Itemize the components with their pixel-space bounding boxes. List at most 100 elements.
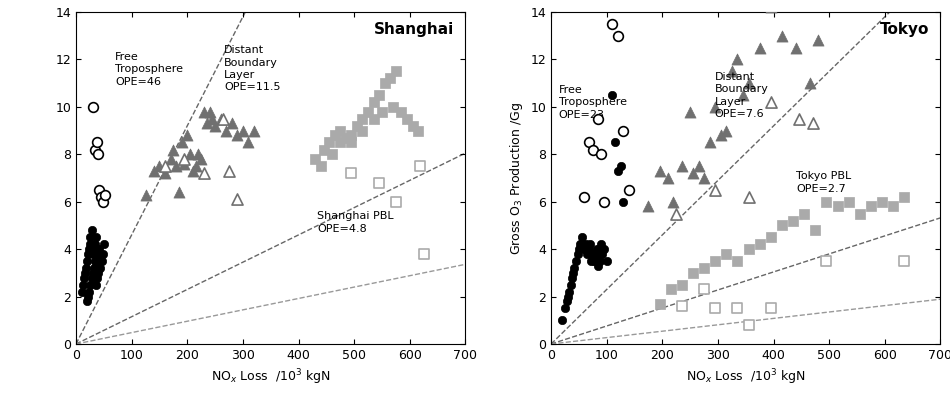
- Point: [613, 163, 628, 169]
- Point: [713, 132, 729, 138]
- Point: [410, 127, 426, 134]
- Point: [763, 4, 778, 10]
- Point: [674, 282, 690, 288]
- Point: [682, 108, 697, 115]
- Point: [383, 75, 398, 82]
- Point: [696, 286, 712, 293]
- Point: [174, 139, 189, 146]
- Point: [580, 251, 595, 257]
- Point: [696, 175, 712, 181]
- Point: [567, 265, 582, 271]
- Point: [416, 251, 431, 257]
- Point: [89, 274, 104, 281]
- Point: [321, 139, 336, 146]
- Point: [897, 258, 912, 264]
- Point: [594, 151, 609, 158]
- Point: [79, 265, 94, 271]
- Point: [86, 104, 101, 110]
- Point: [752, 241, 768, 248]
- Point: [576, 241, 591, 248]
- Point: [332, 139, 348, 146]
- Point: [182, 151, 198, 158]
- Point: [571, 246, 586, 252]
- Point: [84, 227, 99, 233]
- Text: Free
Troposphere
OPE=23: Free Troposphere OPE=23: [559, 85, 627, 120]
- Point: [691, 163, 706, 169]
- Point: [92, 187, 107, 193]
- Point: [350, 123, 365, 129]
- Point: [230, 132, 245, 138]
- Point: [588, 251, 603, 257]
- Point: [308, 156, 323, 162]
- Point: [324, 151, 339, 158]
- Point: [674, 303, 690, 309]
- Point: [82, 289, 97, 295]
- Point: [577, 194, 592, 200]
- Point: [791, 116, 807, 122]
- Point: [582, 241, 598, 248]
- Point: [674, 163, 690, 169]
- Point: [221, 168, 237, 174]
- Point: [696, 265, 712, 271]
- Point: [168, 163, 183, 169]
- Point: [774, 32, 789, 39]
- Point: [741, 194, 756, 200]
- Point: [366, 116, 381, 122]
- Point: [841, 198, 856, 205]
- Point: [213, 116, 228, 122]
- Point: [185, 168, 200, 174]
- Point: [90, 251, 105, 257]
- Point: [663, 286, 678, 293]
- Point: [573, 241, 588, 248]
- Point: [583, 258, 598, 264]
- Point: [566, 270, 581, 276]
- Point: [741, 80, 756, 86]
- Point: [360, 108, 375, 115]
- Text: Distant
Boundary
Layer
OPE=7.6: Distant Boundary Layer OPE=7.6: [714, 72, 769, 119]
- Point: [389, 198, 404, 205]
- Point: [80, 298, 95, 304]
- Point: [80, 258, 95, 264]
- Point: [559, 298, 574, 304]
- Point: [830, 203, 846, 210]
- Point: [581, 246, 597, 252]
- Point: [405, 123, 420, 129]
- Point: [578, 241, 593, 248]
- Point: [641, 203, 656, 210]
- Point: [595, 251, 610, 257]
- Point: [355, 127, 370, 134]
- Point: [741, 322, 756, 328]
- Point: [597, 198, 612, 205]
- Point: [88, 282, 104, 288]
- Point: [216, 116, 231, 122]
- Point: [555, 317, 570, 324]
- Point: [96, 241, 111, 248]
- Point: [708, 187, 723, 193]
- Point: [77, 270, 92, 276]
- Point: [685, 270, 700, 276]
- Point: [230, 196, 245, 202]
- Point: [87, 258, 103, 264]
- Point: [607, 139, 622, 146]
- Point: [90, 270, 105, 276]
- Point: [652, 300, 667, 307]
- Point: [138, 192, 153, 198]
- Point: [88, 234, 104, 240]
- Point: [158, 170, 173, 176]
- Text: Tokyo: Tokyo: [880, 22, 929, 37]
- Point: [730, 305, 745, 312]
- Point: [561, 289, 577, 295]
- Point: [344, 170, 359, 176]
- X-axis label: NO$_x$ Loss  $/10^3$ kgN: NO$_x$ Loss $/10^3$ kgN: [686, 368, 806, 387]
- Point: [371, 180, 387, 186]
- Point: [83, 241, 98, 248]
- Point: [763, 99, 778, 105]
- Point: [593, 258, 608, 264]
- Point: [724, 68, 739, 74]
- Point: [246, 127, 261, 134]
- Point: [200, 120, 215, 127]
- X-axis label: NO$_x$ Loss  $/10^3$ kgN: NO$_x$ Loss $/10^3$ kgN: [211, 368, 331, 387]
- Point: [197, 108, 212, 115]
- Point: [95, 251, 110, 257]
- Point: [76, 274, 91, 281]
